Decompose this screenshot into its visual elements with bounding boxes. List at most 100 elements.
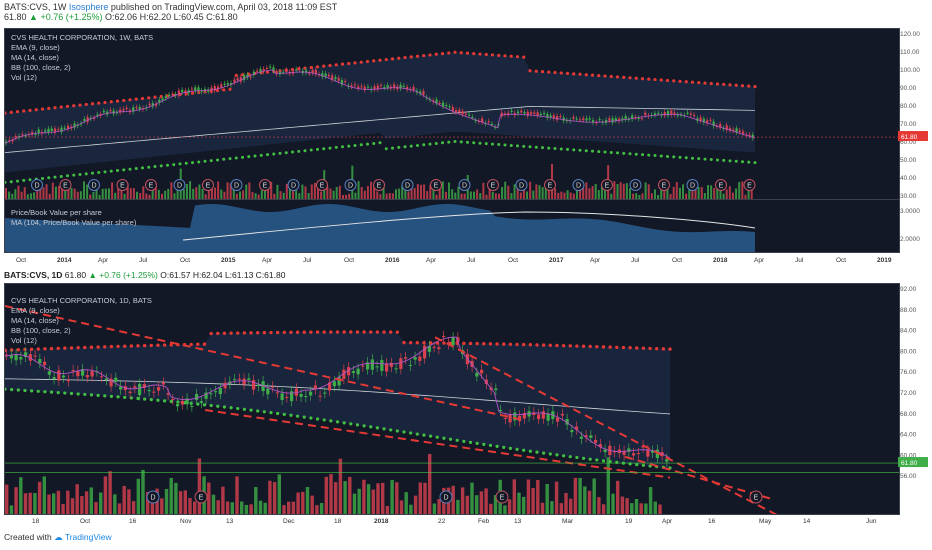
bb-lower-dot [595, 458, 599, 462]
bb-upper-dot [382, 330, 386, 334]
legend-ema[interactable]: EMA (9, close) [11, 43, 60, 52]
bb-upper-dot [309, 330, 313, 334]
bb-lower-dot [691, 156, 694, 160]
weekly-chart-panel[interactable]: D E D E E D E D E D E D E D E D E D E D E D E D E E CVS HEALTH CO… [3, 28, 900, 200]
candle-body [456, 337, 460, 343]
daily-legend-bb[interactable]: BB (100, close, 2) [11, 326, 71, 335]
pbv-legend[interactable]: Price/Book Value per share [11, 208, 102, 217]
volume-bar [79, 191, 82, 199]
daily-legend-ma[interactable]: MA (14, close) [11, 316, 59, 325]
bb-lower-dot [547, 146, 551, 150]
candle-body [256, 384, 260, 387]
daily-legend-vol[interactable]: Vol (12) [11, 336, 37, 345]
candle-body [689, 113, 692, 115]
bb-lower-dot [478, 141, 482, 145]
candle-body [712, 121, 715, 126]
candle-body [578, 119, 582, 121]
daily-time-axis[interactable]: 18 Oct 16 Nov 13 Dec 18 2018 22 Feb 13 Mar 19 Apr 16 Ma… [4, 514, 898, 526]
volume-bar [404, 492, 408, 514]
bb-upper-dot [628, 76, 632, 80]
bb-upper-dot [289, 330, 293, 335]
bb-upper-dot [328, 63, 332, 68]
volume-bar [658, 504, 662, 514]
bb-lower-dot [503, 143, 507, 147]
volume-bar [45, 184, 48, 199]
volume-bar [569, 192, 572, 199]
candle-body [285, 396, 289, 398]
event-marker-label: E [719, 183, 724, 190]
candle-body [477, 120, 481, 122]
event-marker-label: E [662, 183, 667, 190]
candle-body [644, 112, 647, 116]
candle-body [539, 113, 542, 115]
event-marker [373, 179, 385, 191]
weekly-price-axis[interactable]: 120.00 110.00 100.00 90.00 80.00 70.00 60.00 50… [898, 28, 932, 253]
legend-bb[interactable]: BB (100, close, 2) [11, 63, 71, 72]
candle-body [666, 111, 670, 116]
tradingview-logo-icon[interactable]: ☁ [54, 532, 63, 542]
bb-lower-dot [608, 460, 612, 464]
bb-upper-dot [156, 343, 160, 347]
pbv-ma-legend[interactable]: MA (104, Price/Book Value per share) [11, 218, 137, 227]
volume-bar [217, 181, 220, 199]
candle-body [565, 120, 569, 122]
volume-bar [301, 184, 304, 199]
time-axis-label: 16 [129, 518, 137, 525]
author-link[interactable]: Isosphere [68, 2, 109, 12]
bb-lower-dot [697, 157, 701, 161]
candle-body [474, 120, 477, 122]
bb-lower-dot [222, 405, 227, 409]
candle-body [503, 113, 507, 115]
bb-lower-dot [347, 144, 351, 148]
volume-bar [700, 187, 703, 199]
volume-bar [601, 504, 606, 514]
bb-upper-dot [534, 69, 538, 73]
legend-ma[interactable]: MA (14, close) [11, 53, 59, 62]
footer-brand[interactable]: TradingView [64, 532, 112, 542]
bb-upper-dot [515, 55, 520, 59]
bb-upper-dot [522, 55, 526, 59]
daily-price-axis[interactable]: 92.00 88.00 84.00 80.00 76.00 72.00 68.00 64.00… [898, 283, 932, 513]
candle-body [458, 109, 461, 113]
candle-body [618, 118, 621, 122]
price-axis-label: 90.00 [900, 85, 917, 92]
bb-upper-dot [422, 341, 426, 345]
volume-bar [503, 505, 507, 514]
volume-bar [638, 194, 641, 199]
legend-vol[interactable]: Vol (12) [11, 73, 37, 82]
bb-lower-dot [134, 167, 138, 171]
volume-bar [14, 189, 17, 199]
candle-body [686, 112, 689, 114]
volume-bar [594, 183, 597, 199]
volume-bar [48, 193, 51, 199]
weekly-time-axis[interactable]: Oct 2014 Apr Jul Oct 2015 Apr Jul Oct 2016 Apr Jul O… [4, 253, 898, 265]
bb-upper-dot [572, 72, 576, 76]
candle-body [636, 453, 640, 455]
bb-lower-dot [442, 436, 446, 440]
bb-upper-dot [23, 347, 27, 352]
volume-bar [585, 182, 588, 199]
bb-upper-dot [575, 344, 579, 348]
candle-body [575, 426, 579, 430]
candle-body [14, 136, 17, 138]
candle-body [171, 93, 174, 95]
volume-bar [547, 185, 550, 199]
candle-body [510, 110, 513, 112]
volume-bar [150, 502, 155, 514]
pbv-chart[interactable] [5, 200, 899, 252]
daily-chart-panel[interactable]: D E D E E CVS HEALTH CORPORATION, 1D, BATS E… [3, 283, 900, 526]
candle-body [275, 71, 278, 74]
volume-bar [73, 188, 76, 199]
volume-bar [192, 188, 195, 199]
volume-bar [270, 181, 273, 199]
volume-bar [600, 184, 603, 199]
time-axis-label: Oct [180, 257, 190, 264]
bb-upper-dot [565, 71, 570, 75]
pbv-panel[interactable]: Price/Book Value per share MA (104, Pric… [4, 199, 900, 253]
bb-lower-dot [234, 156, 238, 160]
daily-legend-ema[interactable]: EMA (9, close) [11, 306, 60, 315]
volume-bar [532, 190, 535, 199]
volume-bar [89, 194, 92, 199]
